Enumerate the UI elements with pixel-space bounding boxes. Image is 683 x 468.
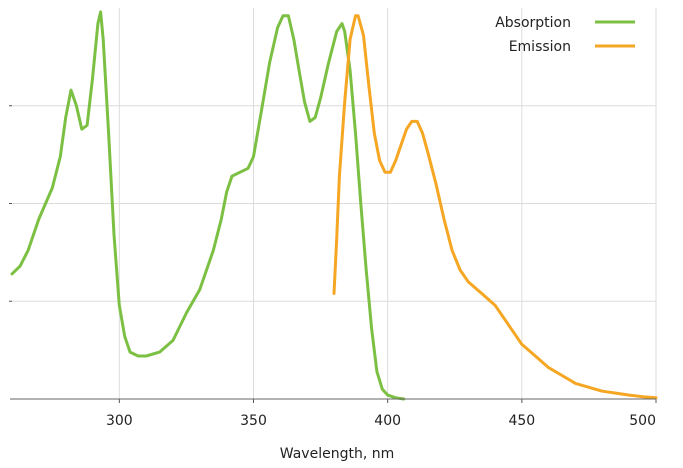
x-axis-label: Wavelength, nm (280, 446, 394, 462)
x-tick-label: 450 (508, 413, 535, 429)
x-tick-label: 400 (374, 413, 401, 429)
series-layer (10, 10, 658, 401)
legend-label-absorption: Absorption (495, 15, 571, 31)
series-line-absorption (10, 10, 406, 401)
legend: Absorption Emission (495, 15, 635, 55)
series-line-emission (332, 14, 658, 400)
x-tick-label: 300 (106, 413, 133, 429)
x-tick-label: 500 (629, 413, 656, 429)
x-tick-label: 350 (240, 413, 267, 429)
grid (12, 8, 657, 399)
x-axis: 300 350 400 450 500 (9, 105, 657, 429)
legend-label-emission: Emission (509, 39, 571, 55)
